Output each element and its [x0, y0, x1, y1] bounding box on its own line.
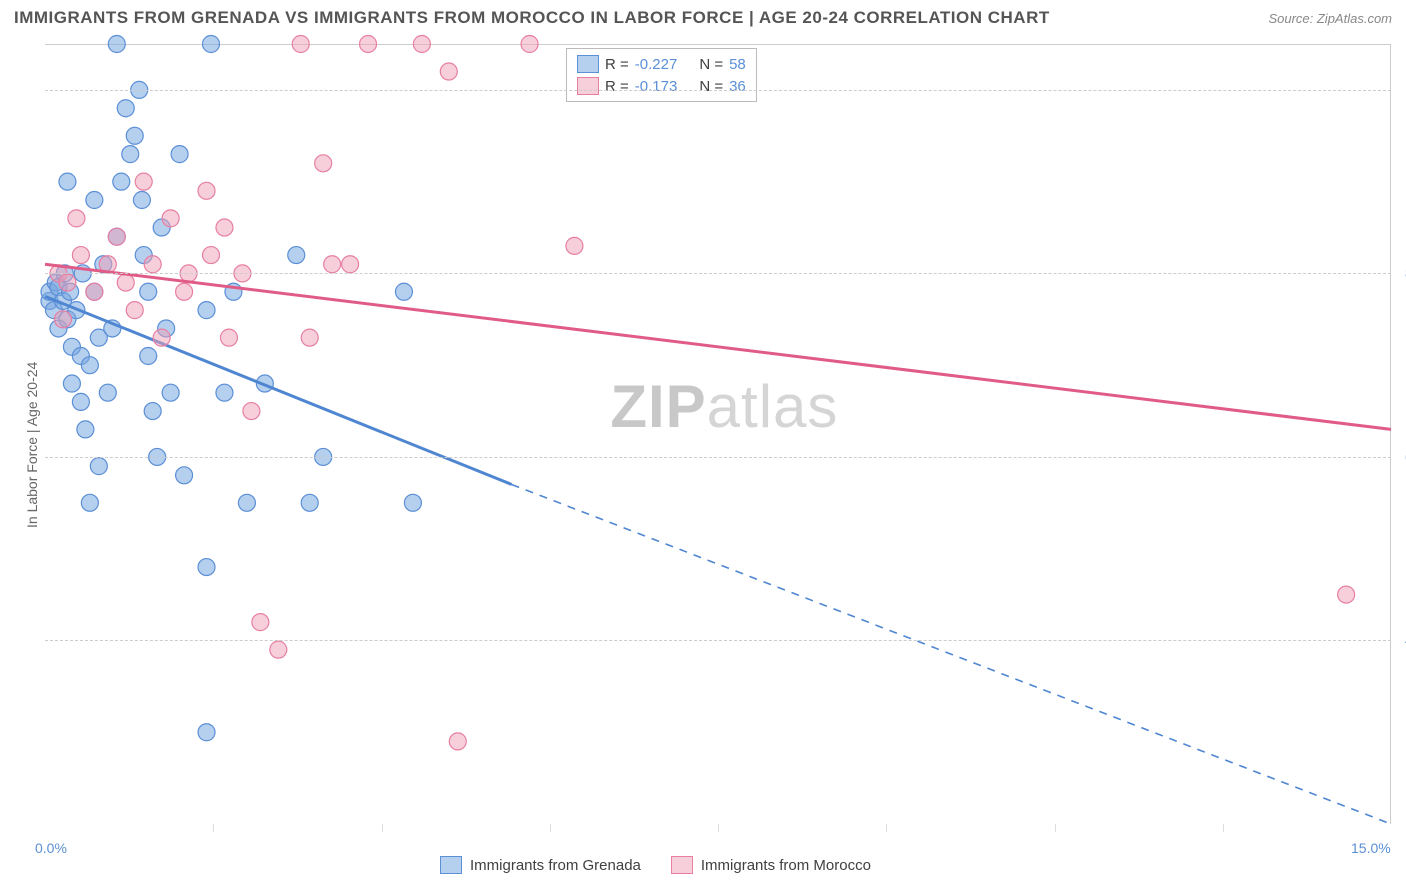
data-point: [162, 384, 179, 401]
legend-r-value: -0.173: [635, 78, 678, 95]
x-tick-mark: [550, 824, 551, 832]
data-point: [238, 494, 255, 511]
data-point: [68, 210, 85, 227]
data-point: [108, 36, 125, 53]
data-point: [122, 146, 139, 163]
data-point: [288, 247, 305, 264]
data-point: [81, 494, 98, 511]
data-point: [99, 384, 116, 401]
regression-line-extrapolated: [512, 484, 1391, 824]
data-point: [301, 329, 318, 346]
x-tick-mark: [382, 824, 383, 832]
x-tick-label: 15.0%: [1351, 840, 1391, 856]
data-point: [404, 494, 421, 511]
data-point: [59, 274, 76, 291]
legend-r-label: R =: [605, 78, 629, 95]
data-point: [140, 283, 157, 300]
data-point: [203, 36, 220, 53]
series-legend: Immigrants from Grenada Immigrants from M…: [440, 856, 871, 874]
data-point: [270, 641, 287, 658]
data-point: [198, 182, 215, 199]
data-point: [162, 210, 179, 227]
data-point: [108, 228, 125, 245]
gridline-h: [45, 640, 1391, 641]
data-point: [413, 36, 430, 53]
data-point: [216, 219, 233, 236]
legend-n-label: N =: [699, 78, 723, 95]
data-point: [126, 127, 143, 144]
data-point: [220, 329, 237, 346]
legend-swatch: [577, 77, 599, 95]
data-point: [449, 733, 466, 750]
data-point: [176, 467, 193, 484]
data-point: [171, 146, 188, 163]
data-point: [140, 348, 157, 365]
x-tick-label: 0.0%: [35, 840, 67, 856]
data-point: [72, 393, 89, 410]
data-point: [86, 192, 103, 209]
legend-n-value: 36: [729, 78, 746, 95]
data-point: [144, 256, 161, 273]
legend-r-value: -0.227: [635, 56, 678, 73]
data-point: [342, 256, 359, 273]
data-point: [133, 192, 150, 209]
legend-r-label: R =: [605, 56, 629, 73]
data-point: [126, 302, 143, 319]
legend-item: Immigrants from Morocco: [671, 856, 871, 874]
data-point: [72, 247, 89, 264]
legend-swatch: [440, 856, 462, 874]
legend-swatch: [671, 856, 693, 874]
data-point: [176, 283, 193, 300]
data-point: [144, 403, 161, 420]
legend-n-value: 58: [729, 56, 746, 73]
legend-series-name: Immigrants from Morocco: [701, 857, 871, 874]
data-point: [117, 100, 134, 117]
data-point: [153, 329, 170, 346]
data-point: [198, 559, 215, 576]
data-point: [54, 311, 71, 328]
data-point: [324, 256, 341, 273]
legend-swatch: [577, 55, 599, 73]
data-point: [243, 403, 260, 420]
x-tick-mark: [213, 824, 214, 832]
x-tick-mark: [1223, 824, 1224, 832]
data-point: [135, 173, 152, 190]
x-tick-mark: [1055, 824, 1056, 832]
scatter-svg: [0, 0, 1406, 892]
data-point: [198, 302, 215, 319]
data-point: [203, 247, 220, 264]
data-point: [1338, 586, 1355, 603]
x-tick-mark: [718, 824, 719, 832]
data-point: [77, 421, 94, 438]
legend-n-label: N =: [699, 56, 723, 73]
data-point: [395, 283, 412, 300]
gridline-h: [45, 457, 1391, 458]
legend-row: R = -0.173 N = 36: [577, 75, 746, 97]
data-point: [521, 36, 538, 53]
x-tick-mark: [886, 824, 887, 832]
legend-row: R = -0.227 N = 58: [577, 53, 746, 75]
data-point: [216, 384, 233, 401]
data-point: [198, 724, 215, 741]
gridline-h: [45, 90, 1391, 91]
data-point: [360, 36, 377, 53]
data-point: [86, 283, 103, 300]
data-point: [301, 494, 318, 511]
legend-item: Immigrants from Grenada: [440, 856, 641, 874]
data-point: [566, 237, 583, 254]
data-point: [59, 173, 76, 190]
data-point: [113, 173, 130, 190]
correlation-legend: R = -0.227 N = 58 R = -0.173 N = 36: [566, 48, 757, 102]
data-point: [117, 274, 134, 291]
data-point: [252, 614, 269, 631]
data-point: [292, 36, 309, 53]
data-point: [81, 357, 98, 374]
data-point: [90, 458, 107, 475]
data-point: [63, 375, 80, 392]
data-point: [440, 63, 457, 80]
legend-series-name: Immigrants from Grenada: [470, 857, 641, 874]
data-point: [315, 155, 332, 172]
gridline-h: [45, 273, 1391, 274]
